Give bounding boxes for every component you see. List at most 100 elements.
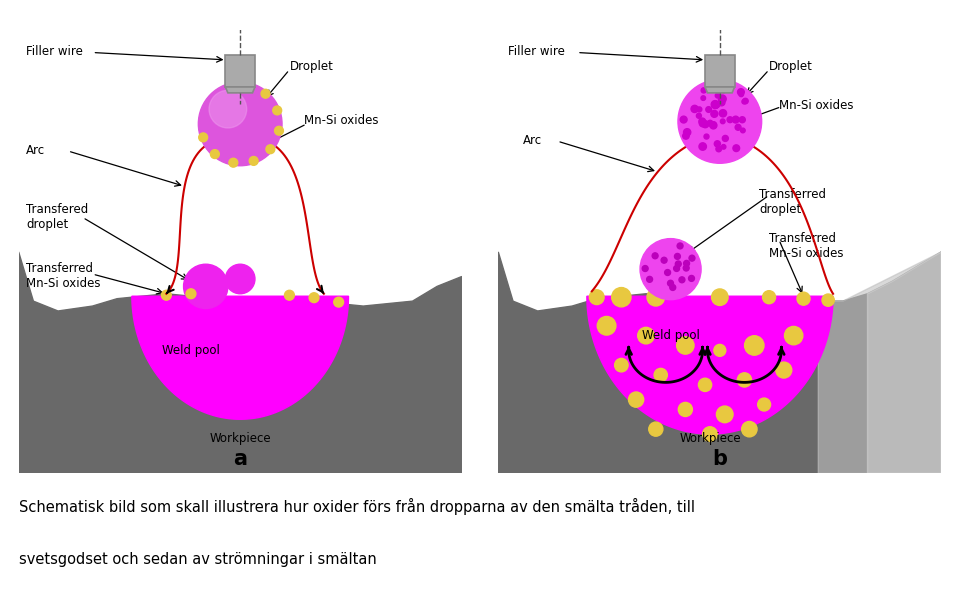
Text: Arc: Arc <box>523 134 542 147</box>
Polygon shape <box>587 296 833 434</box>
Circle shape <box>784 327 803 345</box>
Circle shape <box>701 88 707 93</box>
Circle shape <box>273 106 281 115</box>
Text: svetsgodset och sedan av strömningar i smältan: svetsgodset och sedan av strömningar i s… <box>19 552 377 568</box>
Circle shape <box>284 290 295 300</box>
Circle shape <box>739 117 745 123</box>
Circle shape <box>725 85 730 90</box>
Circle shape <box>683 133 689 139</box>
Circle shape <box>642 265 648 271</box>
Circle shape <box>679 277 684 283</box>
Text: Transferred
Mn-Si oxides: Transferred Mn-Si oxides <box>26 262 101 290</box>
Circle shape <box>776 362 792 378</box>
Circle shape <box>226 264 255 294</box>
Text: Weld pool: Weld pool <box>641 329 700 342</box>
Circle shape <box>664 270 670 276</box>
Circle shape <box>742 100 746 104</box>
Circle shape <box>704 134 709 139</box>
Circle shape <box>661 257 667 263</box>
Circle shape <box>684 260 689 266</box>
Polygon shape <box>18 252 462 473</box>
Polygon shape <box>868 252 942 473</box>
Circle shape <box>275 126 283 135</box>
Circle shape <box>702 121 708 127</box>
Circle shape <box>612 288 631 307</box>
Circle shape <box>210 150 219 158</box>
Circle shape <box>715 93 720 98</box>
Circle shape <box>677 243 683 249</box>
Circle shape <box>822 294 834 307</box>
Circle shape <box>675 261 682 267</box>
Circle shape <box>250 157 258 165</box>
Circle shape <box>711 289 728 305</box>
Circle shape <box>722 135 729 141</box>
Circle shape <box>652 253 658 259</box>
Circle shape <box>711 122 716 126</box>
Circle shape <box>681 116 687 123</box>
Circle shape <box>721 88 726 93</box>
Circle shape <box>679 402 692 416</box>
Circle shape <box>161 290 171 300</box>
FancyBboxPatch shape <box>226 55 255 87</box>
Text: Droplet: Droplet <box>289 60 333 73</box>
Circle shape <box>688 276 694 282</box>
Circle shape <box>711 101 719 109</box>
Circle shape <box>701 96 706 100</box>
Circle shape <box>743 98 748 104</box>
Circle shape <box>597 316 616 335</box>
Circle shape <box>640 239 701 300</box>
Text: Schematisk bild som skall illustrera hur oxider förs från dropparna av den smält: Schematisk bild som skall illustrera hur… <box>19 498 695 515</box>
Circle shape <box>266 145 275 154</box>
Circle shape <box>727 117 732 123</box>
Circle shape <box>261 89 270 98</box>
Text: Mn-Si oxides: Mn-Si oxides <box>304 114 378 127</box>
Circle shape <box>699 378 711 392</box>
Circle shape <box>797 292 810 305</box>
Circle shape <box>183 264 228 308</box>
Text: Mn-Si oxides: Mn-Si oxides <box>779 100 853 112</box>
Circle shape <box>667 280 674 286</box>
Circle shape <box>719 110 727 117</box>
Text: Droplet: Droplet <box>769 60 813 73</box>
Text: Filler wire: Filler wire <box>26 45 83 58</box>
Circle shape <box>697 107 702 112</box>
Circle shape <box>674 265 680 271</box>
Circle shape <box>677 337 694 354</box>
Circle shape <box>649 422 662 436</box>
Circle shape <box>742 421 757 437</box>
Circle shape <box>629 392 644 407</box>
Circle shape <box>708 120 713 126</box>
Polygon shape <box>498 252 942 473</box>
Circle shape <box>737 373 752 387</box>
Circle shape <box>739 92 743 97</box>
Circle shape <box>696 114 702 118</box>
Circle shape <box>670 285 676 290</box>
Circle shape <box>735 124 741 131</box>
Circle shape <box>703 427 717 441</box>
Text: a: a <box>233 449 247 469</box>
Text: Workpiece: Workpiece <box>209 433 271 446</box>
FancyBboxPatch shape <box>705 55 734 87</box>
Circle shape <box>199 133 207 142</box>
Polygon shape <box>818 252 942 473</box>
Circle shape <box>714 102 720 107</box>
Circle shape <box>718 99 725 106</box>
Circle shape <box>334 297 344 307</box>
Circle shape <box>691 106 698 112</box>
Circle shape <box>710 110 718 117</box>
Text: Filler wire: Filler wire <box>508 45 565 58</box>
Circle shape <box>740 128 745 133</box>
Circle shape <box>711 101 719 109</box>
Circle shape <box>199 82 282 166</box>
Text: Transferred
droplet: Transferred droplet <box>759 188 827 216</box>
Circle shape <box>732 116 739 123</box>
Circle shape <box>732 145 739 152</box>
Circle shape <box>709 122 717 129</box>
Circle shape <box>654 368 667 382</box>
Circle shape <box>678 80 761 163</box>
Circle shape <box>699 143 707 151</box>
Circle shape <box>720 119 725 124</box>
Circle shape <box>209 90 247 128</box>
Text: Transferred
Mn-Si oxides: Transferred Mn-Si oxides <box>769 232 844 260</box>
Circle shape <box>684 265 689 271</box>
